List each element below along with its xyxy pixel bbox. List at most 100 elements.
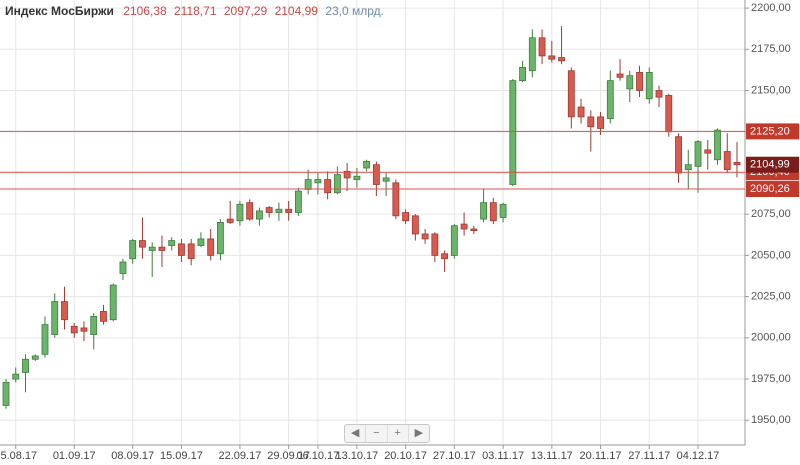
candle-body bbox=[236, 203, 244, 222]
candle-body bbox=[217, 222, 224, 255]
candle-body bbox=[538, 37, 546, 57]
x-tick-label: 03.11.17 bbox=[482, 450, 524, 462]
candle-body bbox=[2, 381, 10, 406]
candle-body bbox=[723, 151, 731, 171]
candle-body bbox=[275, 208, 283, 213]
candle-body bbox=[41, 324, 49, 355]
candle-body bbox=[548, 55, 556, 60]
candle-body bbox=[694, 141, 702, 167]
x-tick-label: 20.11.17 bbox=[580, 450, 622, 462]
x-tick-label: 27.11.17 bbox=[628, 450, 670, 462]
candle-body bbox=[314, 179, 322, 184]
y-tick-label: 1950,00 bbox=[751, 414, 791, 426]
candle-body bbox=[178, 243, 185, 256]
candle-body bbox=[265, 207, 273, 213]
candle-body bbox=[207, 238, 215, 256]
candle-body bbox=[255, 210, 263, 220]
candle-body bbox=[733, 162, 741, 166]
candle-body bbox=[285, 208, 293, 213]
x-tick-label: 15.09.17 bbox=[160, 450, 203, 462]
candle-body bbox=[499, 203, 507, 218]
candle-body bbox=[226, 218, 234, 223]
candle-body bbox=[90, 315, 98, 335]
candle-body bbox=[363, 161, 371, 169]
candle-body bbox=[70, 325, 78, 334]
candle-body bbox=[421, 233, 429, 240]
candle-body bbox=[80, 327, 88, 332]
y-tick-label: 2000,00 bbox=[751, 332, 791, 344]
candle-body bbox=[626, 75, 634, 90]
x-tick-label: 04.12.17 bbox=[677, 450, 720, 462]
candle-body bbox=[187, 243, 195, 260]
candle-body bbox=[655, 90, 663, 98]
level-tag bbox=[746, 123, 799, 140]
high-label: 2118,71 bbox=[174, 4, 217, 18]
x-tick-label: 25.08.17 bbox=[0, 450, 37, 462]
candle-body bbox=[616, 73, 624, 78]
level-tag-label: 2090,26 bbox=[750, 183, 790, 195]
candle-body bbox=[31, 355, 39, 360]
candle-body bbox=[489, 202, 497, 222]
close-label: 2104,99 bbox=[274, 4, 318, 18]
candle-body bbox=[470, 228, 478, 232]
candle-body bbox=[343, 170, 351, 179]
candle-body bbox=[636, 71, 643, 91]
scroll-right[interactable]: ▶ bbox=[414, 427, 424, 439]
candle-body bbox=[12, 373, 20, 380]
candle-body bbox=[587, 116, 595, 128]
y-tick-label: 1975,00 bbox=[751, 373, 791, 385]
candle-body bbox=[392, 182, 400, 217]
candle-body bbox=[460, 223, 468, 230]
zoom-out[interactable]: − bbox=[366, 425, 388, 442]
candle-body bbox=[528, 37, 536, 72]
volume-label: 23,0 млрд. bbox=[325, 4, 384, 18]
y-tick-label: 2200,00 bbox=[751, 2, 791, 14]
x-tick-label: 29.09.17 bbox=[267, 450, 310, 462]
x-tick-label: 01.09.17 bbox=[53, 450, 96, 462]
price-tag-label: 2104,99 bbox=[750, 159, 790, 171]
candle-body bbox=[304, 179, 312, 190]
candle-body bbox=[148, 246, 156, 251]
chart-title: Индекс МосБиржи bbox=[5, 4, 114, 18]
candle-body bbox=[704, 149, 712, 154]
x-tick-label: 08.09.17 bbox=[111, 450, 154, 462]
candle-body bbox=[61, 301, 68, 321]
y-tick-label: 2175,00 bbox=[751, 43, 791, 55]
header: Индекс МосБиржи 2106,38 2118,71 2097,29 … bbox=[5, 4, 384, 18]
zoom-in[interactable]: + bbox=[388, 425, 409, 442]
candle-body bbox=[372, 164, 380, 185]
level-tag bbox=[746, 181, 799, 198]
candle-body bbox=[100, 311, 107, 322]
y-tick-label: 2150,00 bbox=[751, 84, 791, 96]
candle-body bbox=[606, 80, 614, 119]
candle-body bbox=[665, 95, 673, 133]
candle-body bbox=[324, 179, 332, 194]
candle-body bbox=[567, 70, 575, 118]
y-tick-label: 2025,00 bbox=[751, 291, 791, 303]
candle-body bbox=[197, 238, 205, 246]
candle-body bbox=[597, 116, 604, 129]
x-tick-label: 13.11.17 bbox=[531, 450, 573, 462]
candle-body bbox=[129, 240, 137, 260]
candle-body bbox=[109, 284, 117, 321]
candle-body bbox=[684, 164, 692, 171]
candle-body bbox=[168, 240, 176, 246]
candle-body bbox=[714, 129, 721, 161]
x-tick-label: 06.10.17 bbox=[296, 450, 339, 462]
x-tick-label: 20.10.17 bbox=[384, 450, 427, 462]
candle-body bbox=[382, 177, 390, 182]
candle-body bbox=[139, 240, 146, 248]
candle-body bbox=[353, 175, 361, 180]
candle-body bbox=[294, 190, 302, 213]
x-tick-label: 27.10.17 bbox=[433, 450, 476, 462]
candle-body bbox=[519, 67, 526, 82]
x-tick-label: 22.09.17 bbox=[219, 450, 262, 462]
y-tick-label: 2075,00 bbox=[751, 208, 791, 220]
candle-body bbox=[119, 261, 127, 274]
price-tag bbox=[746, 156, 799, 173]
scroll-left[interactable]: ◀ bbox=[345, 425, 367, 442]
candle-body bbox=[645, 71, 653, 100]
navigator: ◀ − + ▶ bbox=[344, 424, 430, 443]
